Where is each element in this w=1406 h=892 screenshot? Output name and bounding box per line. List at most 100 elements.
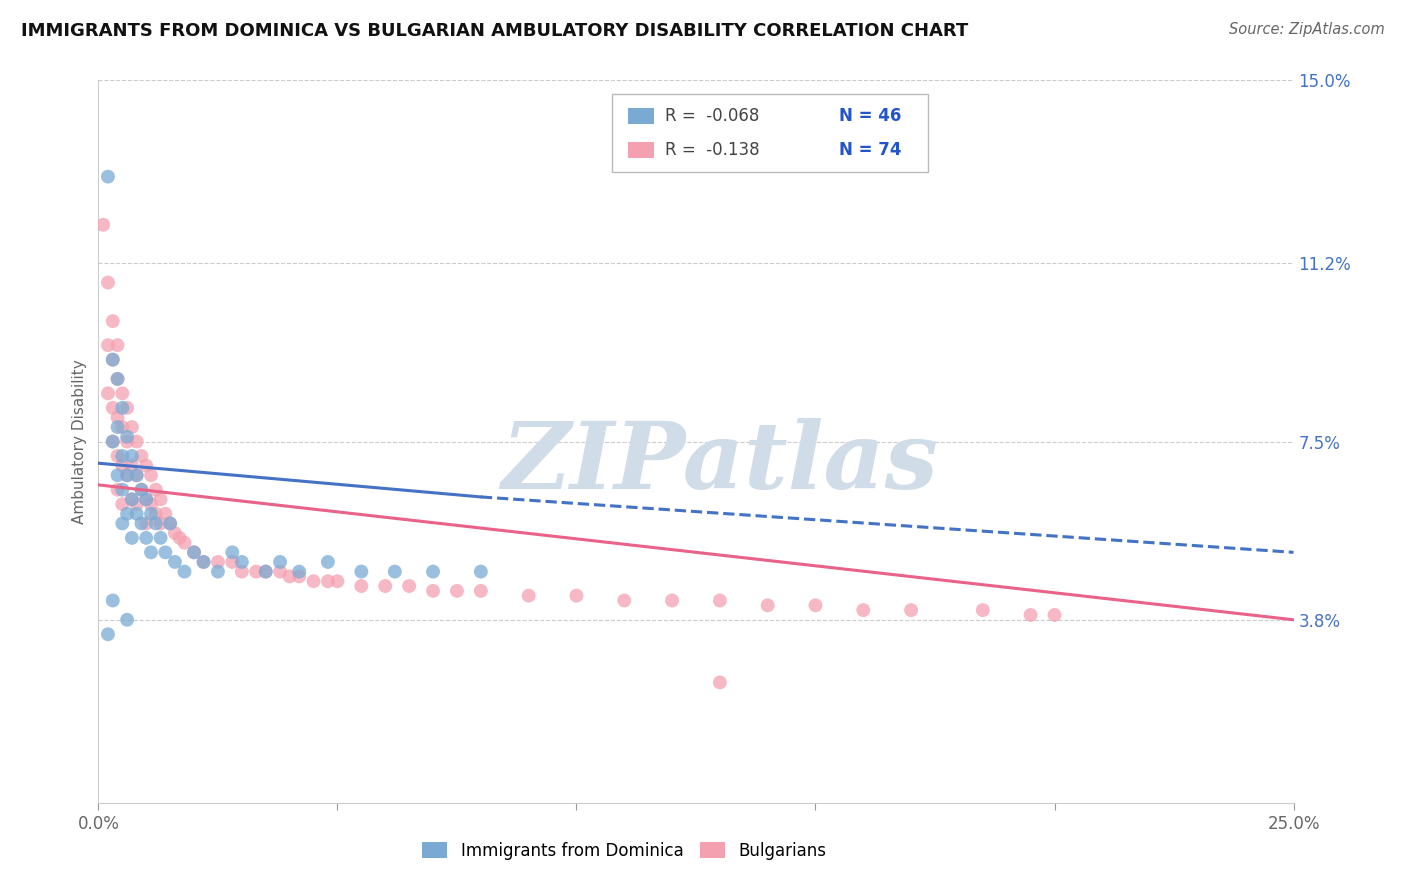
Point <box>107 372 129 386</box>
Text: N = 46: N = 46 <box>839 107 901 125</box>
Point <box>254 565 277 579</box>
Point <box>97 169 120 184</box>
Point <box>231 565 253 579</box>
Point <box>149 516 172 531</box>
Point <box>145 516 167 531</box>
Point <box>422 565 444 579</box>
Point <box>269 555 291 569</box>
Point <box>135 458 157 473</box>
Point <box>125 468 148 483</box>
Point <box>101 434 124 449</box>
Legend: Immigrants from Dominica, Bulgarians: Immigrants from Dominica, Bulgarians <box>416 836 832 867</box>
Point <box>316 555 339 569</box>
Point <box>111 483 134 497</box>
Point <box>149 492 172 507</box>
Point <box>107 372 129 386</box>
Point <box>269 565 291 579</box>
Point <box>107 420 129 434</box>
Point <box>709 593 731 607</box>
Point <box>159 516 181 531</box>
Point <box>446 583 468 598</box>
Text: IMMIGRANTS FROM DOMINICA VS BULGARIAN AMBULATORY DISABILITY CORRELATION CHART: IMMIGRANTS FROM DOMINICA VS BULGARIAN AM… <box>21 22 969 40</box>
Point <box>470 565 492 579</box>
Point <box>111 420 134 434</box>
Point <box>107 449 129 463</box>
Text: R =  -0.068: R = -0.068 <box>665 107 759 125</box>
Point <box>169 531 191 545</box>
Point <box>115 401 138 415</box>
Point <box>121 531 143 545</box>
Point <box>207 565 229 579</box>
Point <box>221 545 243 559</box>
Point <box>115 613 138 627</box>
Point <box>131 449 153 463</box>
Point <box>326 574 349 589</box>
Point <box>111 516 134 531</box>
Y-axis label: Ambulatory Disability: Ambulatory Disability <box>72 359 87 524</box>
Point <box>135 531 157 545</box>
Point <box>145 507 167 521</box>
Point <box>97 338 120 352</box>
Point <box>173 565 195 579</box>
Point <box>107 338 129 352</box>
Point <box>804 599 827 613</box>
Point <box>145 483 167 497</box>
Point <box>350 565 373 579</box>
Point <box>101 314 124 328</box>
Point <box>288 569 311 583</box>
Point <box>139 507 162 521</box>
Point <box>111 497 134 511</box>
Point <box>183 545 205 559</box>
Point <box>288 565 311 579</box>
Point <box>121 458 143 473</box>
Point <box>709 675 731 690</box>
Point <box>852 603 875 617</box>
Point <box>115 468 138 483</box>
Point <box>135 492 157 507</box>
Text: ZIPatlas: ZIPatlas <box>502 418 938 508</box>
Point <box>245 565 267 579</box>
Point <box>278 569 301 583</box>
Point <box>207 555 229 569</box>
Text: R =  -0.138: R = -0.138 <box>665 141 759 159</box>
Point <box>163 555 186 569</box>
Point <box>183 545 205 559</box>
Point <box>125 497 148 511</box>
Point <box>139 497 162 511</box>
Point <box>97 627 120 641</box>
Point <box>91 218 114 232</box>
Point <box>115 468 138 483</box>
Point <box>517 589 540 603</box>
Point <box>350 579 373 593</box>
Point <box>139 545 162 559</box>
Point <box>107 410 129 425</box>
Point <box>384 565 406 579</box>
Point <box>115 430 138 444</box>
Point <box>135 492 157 507</box>
Text: Source: ZipAtlas.com: Source: ZipAtlas.com <box>1229 22 1385 37</box>
Point <box>149 531 172 545</box>
Point <box>159 516 181 531</box>
Point <box>135 516 157 531</box>
Point <box>470 583 492 598</box>
Point <box>374 579 396 593</box>
Point <box>101 593 124 607</box>
Point <box>155 545 177 559</box>
Point <box>131 483 153 497</box>
Point <box>398 579 420 593</box>
Point <box>111 458 134 473</box>
Point <box>1043 607 1066 622</box>
Point <box>173 535 195 549</box>
Point <box>613 593 636 607</box>
Point <box>316 574 339 589</box>
Point <box>193 555 215 569</box>
Point <box>111 401 134 415</box>
Point <box>121 492 143 507</box>
Point <box>111 449 134 463</box>
Point <box>121 449 143 463</box>
Point <box>131 516 153 531</box>
Point <box>125 434 148 449</box>
Point <box>121 420 143 434</box>
Point <box>107 483 129 497</box>
Text: N = 74: N = 74 <box>839 141 901 159</box>
